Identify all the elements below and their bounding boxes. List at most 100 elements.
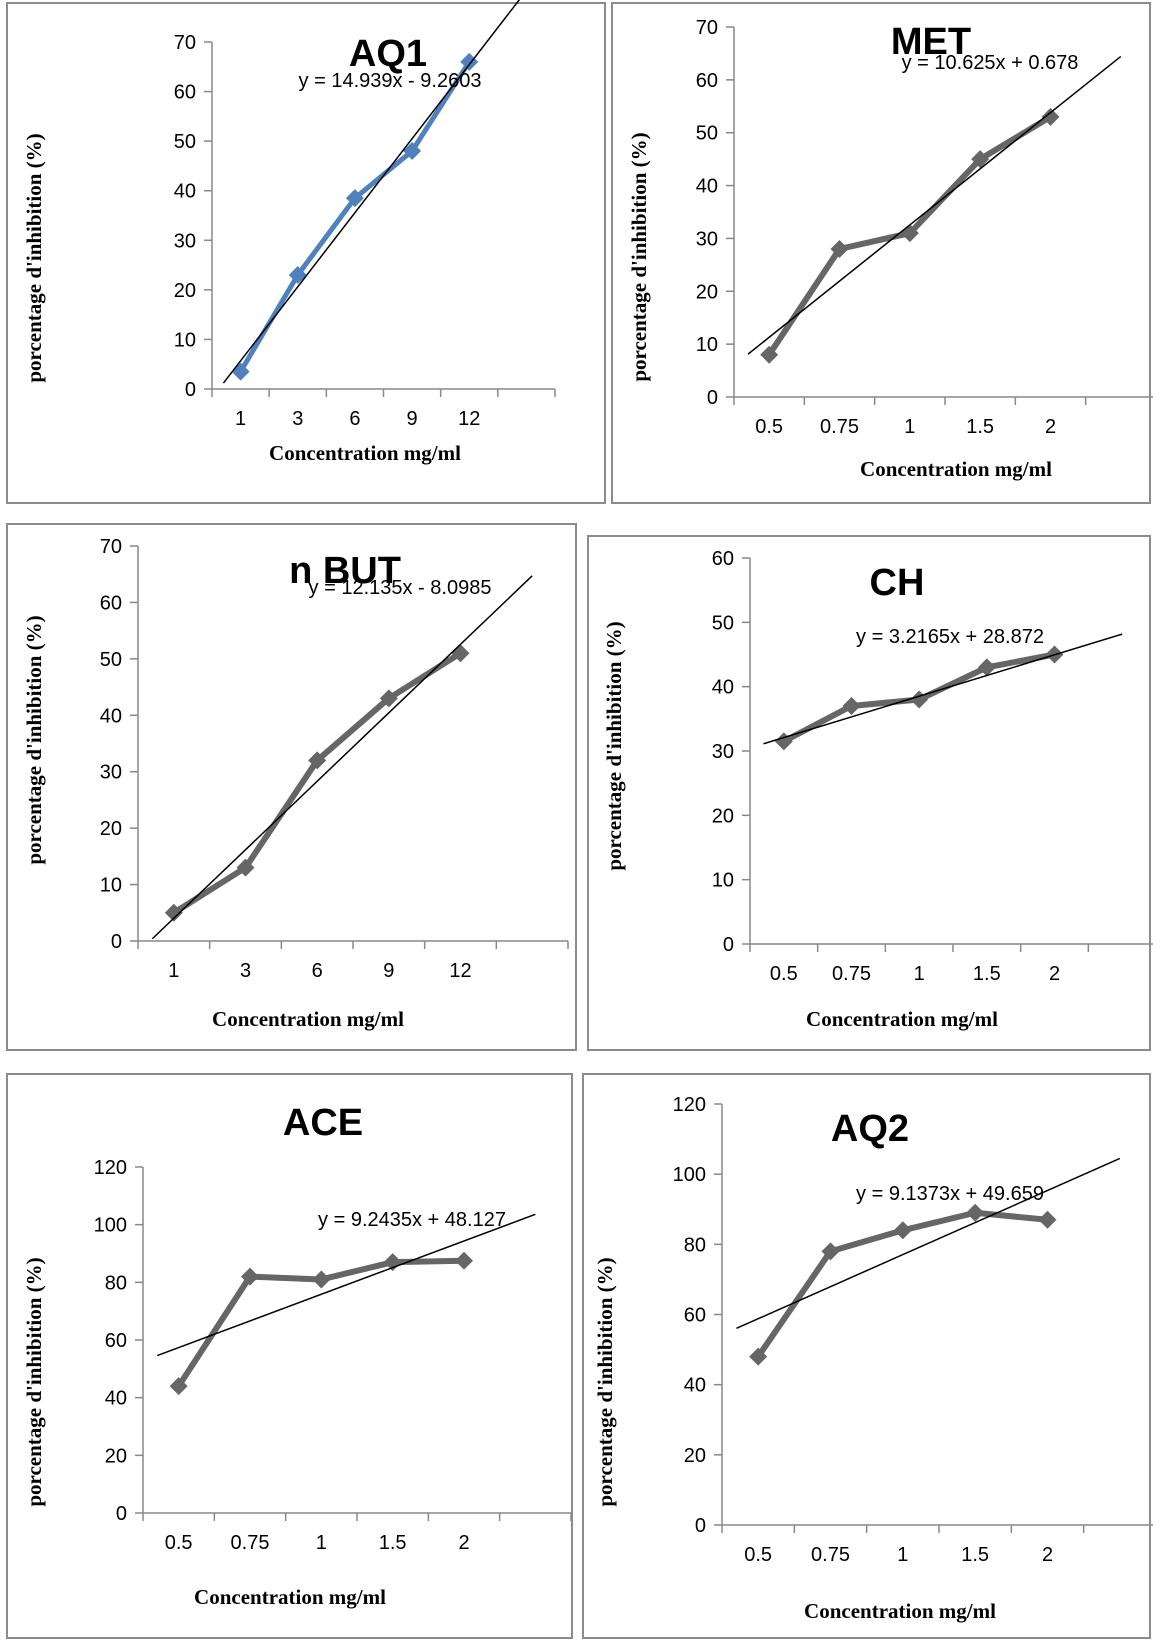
y-tick-label: 10 [174,329,196,351]
x-tick-label: 0.75 [820,416,859,438]
x-tick-label: 1 [235,408,246,430]
x-tick-label: 2 [458,1532,469,1554]
series-line [172,650,463,916]
x-tick-label: 0.5 [755,416,783,438]
y-tick-label: 60 [105,1330,127,1352]
data-point-marker [893,1221,912,1240]
y-tick-label: 50 [712,612,734,634]
y-tick-label: 40 [712,677,734,699]
x-tick-label: 1.5 [379,1532,407,1554]
y-tick-label: 40 [684,1375,706,1397]
y-tick-label: 40 [100,705,122,727]
y-tick-label: 70 [696,17,718,39]
y-tick-label: 50 [100,649,122,671]
y-tick-label: 20 [712,805,734,827]
y-tick-label: 0 [185,379,196,401]
x-tick-label: 0.5 [770,963,798,985]
x-tick-label: 6 [349,408,360,430]
data-point-marker [749,1347,768,1366]
y-tick-label: 70 [174,32,196,54]
data-point-marker [842,696,861,715]
x-tick-label: 0.5 [165,1532,193,1554]
x-axis-label: Concentration mg/ml [194,1585,386,1609]
data-point-marker [403,142,422,161]
y-tick-label: 20 [100,818,122,840]
trendline-equation: y = 12.135x - 8.0985 [309,577,492,599]
y-tick-label: 100 [94,1215,127,1237]
chart-panel-ch [587,535,1151,1051]
y-tick-label: 50 [174,131,196,153]
x-tick-label: 3 [292,408,303,430]
data-point-marker [760,345,779,364]
chart-title: AQ2 [831,1108,909,1150]
trendline-equation: y = 9.2435x + 48.127 [318,1209,506,1231]
x-tick-label: 1 [897,1544,908,1566]
trendline [747,55,1122,355]
x-tick-label: 12 [449,960,471,982]
y-tick-label: 60 [684,1305,706,1327]
y-axis-label: porcentage d'inhibition (%) [22,1257,46,1506]
y-tick-label: 120 [673,1094,706,1116]
data-point-marker [1038,1210,1057,1229]
chart-title: n BUT [289,550,401,592]
chart-title: CH [870,562,925,604]
data-point-marker [288,265,307,284]
y-tick-label: 80 [684,1234,706,1256]
x-tick-label: 1.5 [961,1544,989,1566]
y-tick-label: 10 [712,870,734,892]
trendline-equation: y = 3.2165x + 28.872 [856,626,1044,648]
y-tick-label: 20 [684,1445,706,1467]
y-tick-label: 30 [696,228,718,250]
y-axis-label: porcentage d'inhibition (%) [627,132,651,381]
y-axis-label: porcentage d'inhibition (%) [22,133,46,382]
trendline-equation: y = 14.939x - 9.2603 [299,70,482,92]
x-axis-label: Concentration mg/ml [212,1007,404,1031]
x-tick-label: 3 [240,960,251,982]
y-tick-label: 60 [100,592,122,614]
trendline-equation: y = 9.1373x + 49.659 [856,1183,1044,1205]
y-tick-label: 40 [105,1388,127,1410]
y-tick-label: 40 [174,181,196,203]
x-tick-label: 12 [458,408,480,430]
trendline [151,575,533,940]
y-tick-label: 60 [712,548,734,570]
data-point-marker [345,189,364,208]
y-tick-label: 0 [695,1515,706,1537]
chart-title: AQ1 [349,33,427,75]
data-point-marker [977,658,996,677]
data-point-marker [236,858,255,877]
y-axis-label: porcentage d'inhibition (%) [593,1257,617,1506]
y-tick-label: 20 [174,280,196,302]
trendline [222,0,521,384]
data-point-marker [966,1203,985,1222]
data-point-marker [308,751,327,770]
y-tick-label: 20 [696,281,718,303]
y-tick-label: 30 [174,230,196,252]
y-tick-label: 60 [696,70,718,92]
x-tick-label: 1.5 [966,416,994,438]
x-tick-label: 9 [383,960,394,982]
x-axis-label: Concentration mg/ml [269,441,461,465]
y-tick-label: 50 [696,123,718,145]
data-point-marker [830,240,849,258]
data-point-marker [312,1270,331,1289]
chart-title: ACE [283,1102,363,1144]
data-point-marker [169,1377,188,1396]
y-tick-label: 60 [174,82,196,104]
trendline [736,1157,1121,1330]
data-point-marker [460,52,479,71]
x-tick-label: 0.75 [832,963,871,985]
chart-panel-met [611,2,1151,504]
y-tick-label: 10 [100,875,122,897]
x-tick-label: 0.75 [811,1544,850,1566]
x-tick-label: 2 [1045,416,1056,438]
x-tick-label: 0.75 [231,1532,270,1554]
x-tick-label: 1 [914,963,925,985]
y-axis-label: porcentage d'inhibition (%) [22,615,46,864]
y-axis-label: porcentage d'inhibition (%) [602,621,626,870]
y-tick-label: 0 [707,387,718,409]
chart-panel-aq1 [6,2,606,504]
x-tick-label: 1.5 [973,963,1001,985]
data-point-marker [241,1267,259,1286]
